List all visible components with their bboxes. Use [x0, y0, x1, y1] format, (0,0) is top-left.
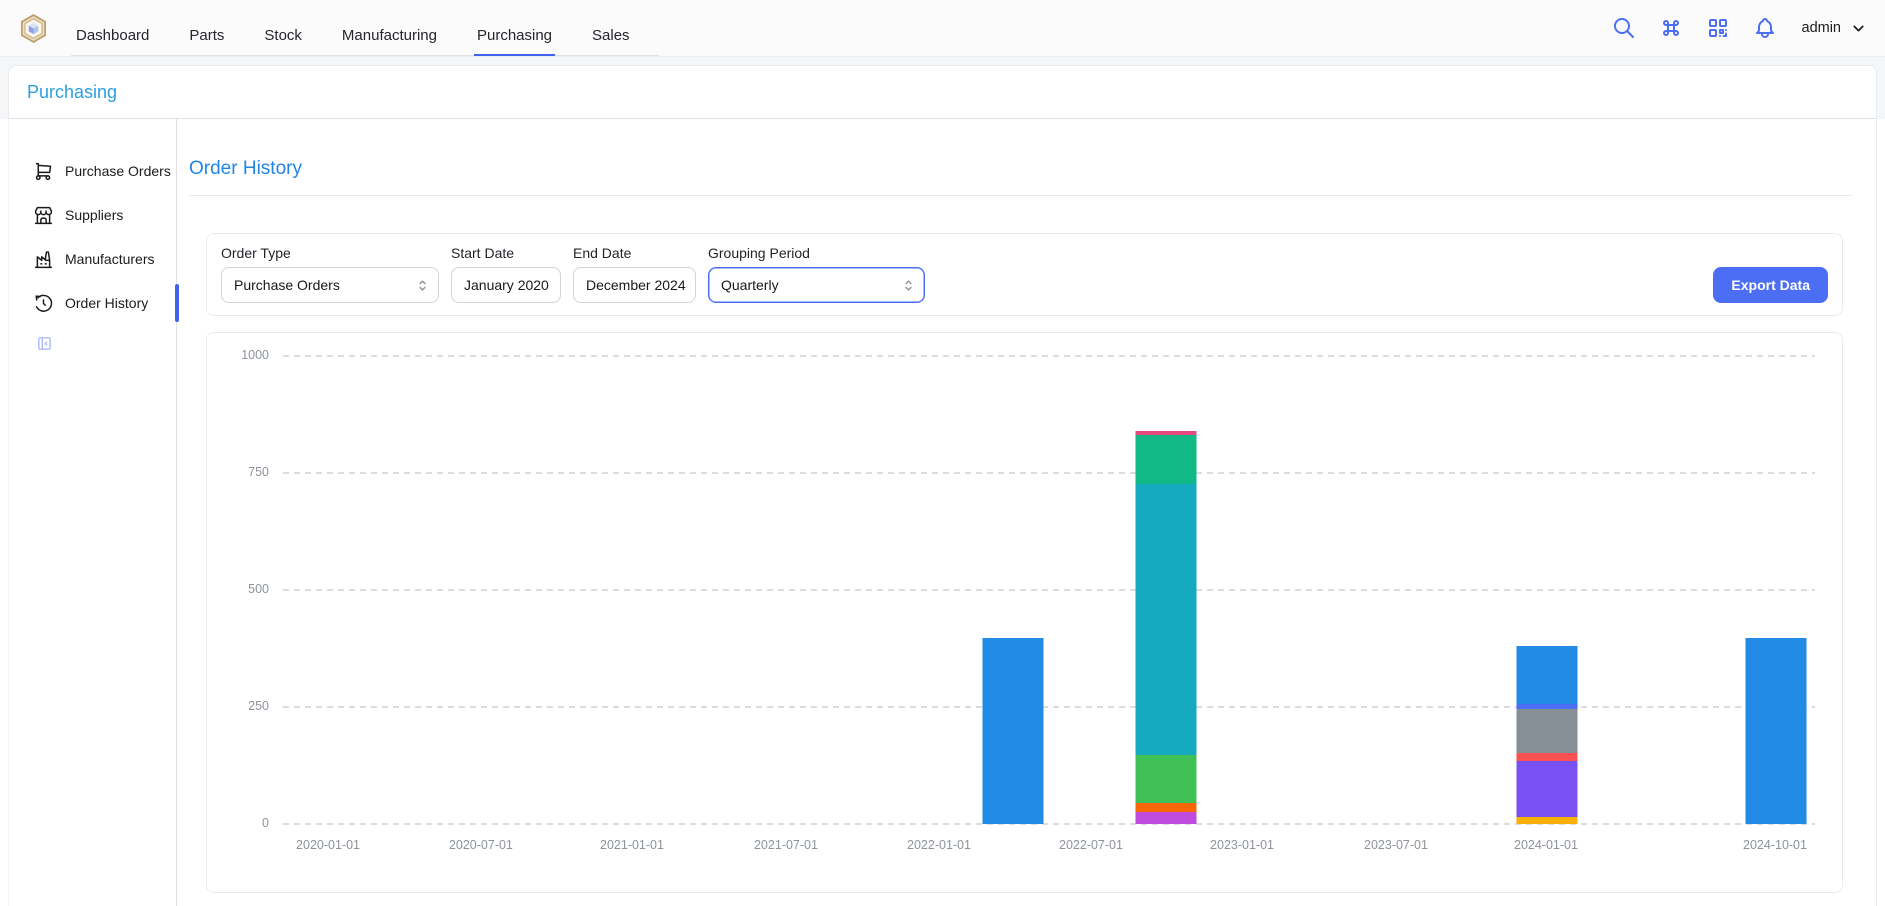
sidebar-item-label: Suppliers [65, 207, 123, 223]
app-logo-icon[interactable] [18, 13, 49, 44]
order-type-label: Order Type [221, 245, 439, 261]
building-factory-icon [33, 249, 54, 270]
user-name: admin [1802, 20, 1842, 36]
x-tick-label: 2022-01-01 [907, 838, 971, 852]
sidebar-item-purchase-orders[interactable]: Purchase Orders [9, 149, 176, 193]
export-data-button[interactable]: Export Data [1713, 267, 1828, 303]
tab-stock[interactable]: Stock [261, 17, 305, 56]
x-tick-label: 2024-01-01 [1514, 838, 1578, 852]
sidebar: Purchase Orders Suppliers M [9, 119, 177, 906]
page-title: Order History [189, 158, 1876, 180]
grouping-period-label: Grouping Period [708, 245, 925, 261]
tab-purchasing[interactable]: Purchasing [474, 17, 555, 56]
start-date-input[interactable]: January 2020 [451, 267, 561, 303]
bar[interactable] [982, 638, 1043, 824]
building-store-icon [33, 205, 54, 226]
y-tick-label: 250 [213, 699, 269, 713]
history-icon [33, 293, 54, 314]
tab-parts[interactable]: Parts [186, 17, 227, 56]
gridline [283, 823, 1815, 825]
selector-icon [415, 278, 430, 293]
y-tick-label: 500 [213, 582, 269, 596]
x-tick-label: 2023-01-01 [1210, 838, 1274, 852]
sidebar-item-label: Manufacturers [65, 251, 154, 267]
bar-segment[interactable] [1517, 753, 1578, 761]
bar-segment[interactable] [1136, 435, 1197, 484]
grouping-period-field: Grouping Period Quarterly [708, 245, 925, 303]
chevron-down-icon [1850, 20, 1867, 37]
sidebar-collapse-icon[interactable] [36, 335, 53, 352]
sidebar-item-label: Order History [65, 295, 148, 311]
app-header: Dashboard Parts Stock Manufacturing Purc… [0, 0, 1885, 57]
end-date-label: End Date [573, 245, 696, 261]
selector-icon [901, 278, 916, 293]
sidebar-item-suppliers[interactable]: Suppliers [9, 193, 176, 237]
bar-segment[interactable] [1517, 817, 1578, 824]
chart-card: 0 250 500 750 1000 2020-01-01 2020-07-01 2021-0… [206, 332, 1843, 893]
y-tick-label: 0 [213, 816, 269, 830]
tab-manufacturing[interactable]: Manufacturing [339, 17, 440, 56]
qrcode-scan-icon[interactable] [1706, 16, 1730, 40]
breadcrumb-band: Purchasing [0, 57, 1885, 119]
tab-sales[interactable]: Sales [589, 17, 633, 56]
bar-segment[interactable] [1745, 638, 1806, 824]
sidebar-item-manufacturers[interactable]: Manufacturers [9, 237, 176, 281]
bar-segment[interactable] [1517, 761, 1578, 817]
bar-segment[interactable] [1136, 755, 1197, 803]
x-tick-label: 2021-07-01 [754, 838, 818, 852]
start-date-value: January 2020 [464, 277, 549, 293]
sidebar-item-label: Purchase Orders [65, 163, 171, 179]
main-panel: Purchase Orders Suppliers M [8, 119, 1877, 906]
breadcrumb-purchasing[interactable]: Purchasing [27, 82, 117, 103]
bar-segment[interactable] [982, 638, 1043, 824]
content-area: Order History Order Type Purchase Orders… [177, 119, 1876, 906]
bar-segment[interactable] [1517, 646, 1578, 704]
bar-segment[interactable] [1136, 484, 1197, 755]
order-type-field: Order Type Purchase Orders [221, 245, 439, 303]
sidebar-item-order-history[interactable]: Order History [9, 281, 176, 325]
gridline [283, 706, 1815, 708]
y-tick-label: 1000 [213, 348, 269, 362]
x-tick-label: 2022-07-01 [1059, 838, 1123, 852]
gridline [283, 472, 1815, 474]
grouping-period-select[interactable]: Quarterly [708, 267, 925, 303]
plot-area: 025050075010002020-01-012020-07-012021-0… [283, 349, 1815, 824]
order-type-value: Purchase Orders [234, 277, 340, 293]
grouping-period-value: Quarterly [721, 277, 779, 293]
bar[interactable] [1136, 431, 1197, 824]
end-date-value: December 2024 [586, 277, 686, 293]
order-type-select[interactable]: Purchase Orders [221, 267, 439, 303]
bar[interactable] [1745, 638, 1806, 824]
x-tick-label: 2020-01-01 [296, 838, 360, 852]
x-tick-label: 2024-10-01 [1743, 838, 1807, 852]
breadcrumb: Purchasing [8, 65, 1877, 119]
filter-panel: Order Type Purchase Orders Start Date Ja… [206, 233, 1843, 316]
start-date-label: Start Date [451, 245, 561, 261]
bar-segment[interactable] [1517, 709, 1578, 753]
x-tick-label: 2020-07-01 [449, 838, 513, 852]
command-icon[interactable] [1659, 16, 1683, 40]
gridline [283, 355, 1815, 357]
shopping-cart-icon [33, 161, 54, 182]
gridline [283, 589, 1815, 591]
title-divider [189, 195, 1852, 196]
start-date-field: Start Date January 2020 [451, 245, 561, 303]
bar[interactable] [1517, 646, 1578, 824]
search-icon[interactable] [1612, 16, 1636, 40]
tab-dashboard[interactable]: Dashboard [73, 17, 152, 56]
user-menu[interactable]: admin [1802, 20, 1868, 37]
bell-icon[interactable] [1753, 16, 1777, 40]
bar-segment[interactable] [1136, 812, 1197, 824]
main-nav: Dashboard Parts Stock Manufacturing Purc… [71, 16, 659, 56]
end-date-field: End Date December 2024 [573, 245, 696, 303]
x-tick-label: 2023-07-01 [1364, 838, 1428, 852]
bar-segment[interactable] [1136, 803, 1197, 812]
x-tick-label: 2021-01-01 [600, 838, 664, 852]
header-actions: admin [1612, 16, 1868, 40]
end-date-input[interactable]: December 2024 [573, 267, 696, 303]
y-tick-label: 750 [213, 465, 269, 479]
